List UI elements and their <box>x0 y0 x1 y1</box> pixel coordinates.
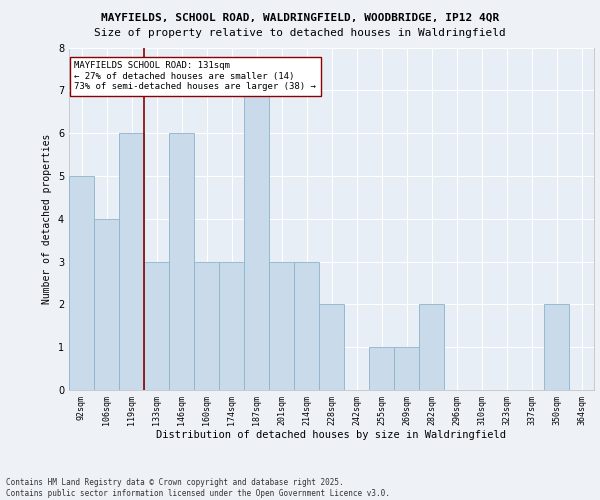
Bar <box>269 262 294 390</box>
Bar <box>294 262 319 390</box>
Bar <box>244 90 269 390</box>
Bar <box>69 176 94 390</box>
Bar <box>219 262 244 390</box>
Text: Contains HM Land Registry data © Crown copyright and database right 2025.
Contai: Contains HM Land Registry data © Crown c… <box>6 478 390 498</box>
Bar <box>169 133 194 390</box>
Bar <box>319 304 344 390</box>
Bar <box>419 304 444 390</box>
Text: MAYFIELDS, SCHOOL ROAD, WALDRINGFIELD, WOODBRIDGE, IP12 4QR: MAYFIELDS, SCHOOL ROAD, WALDRINGFIELD, W… <box>101 12 499 22</box>
X-axis label: Distribution of detached houses by size in Waldringfield: Distribution of detached houses by size … <box>157 430 506 440</box>
Text: Size of property relative to detached houses in Waldringfield: Size of property relative to detached ho… <box>94 28 506 38</box>
Bar <box>369 347 394 390</box>
Bar <box>544 304 569 390</box>
Bar <box>394 347 419 390</box>
Bar <box>94 219 119 390</box>
Bar <box>144 262 169 390</box>
Bar <box>194 262 219 390</box>
Bar <box>119 133 144 390</box>
Y-axis label: Number of detached properties: Number of detached properties <box>43 134 52 304</box>
Text: MAYFIELDS SCHOOL ROAD: 131sqm
← 27% of detached houses are smaller (14)
73% of s: MAYFIELDS SCHOOL ROAD: 131sqm ← 27% of d… <box>74 61 316 91</box>
